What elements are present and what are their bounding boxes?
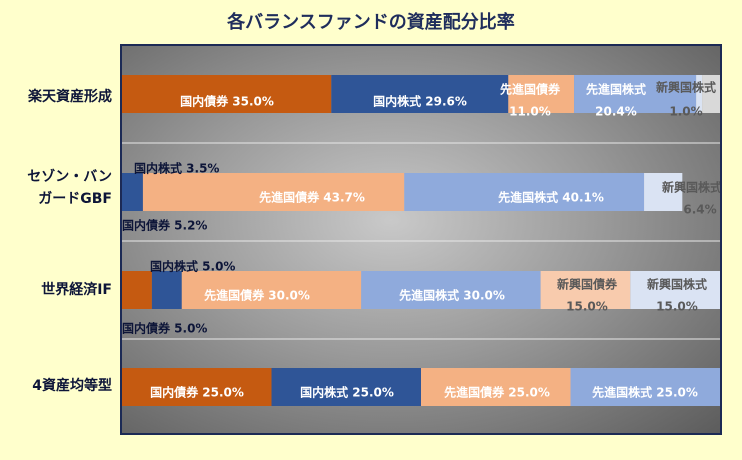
data-label: 先進国株式 [586, 82, 646, 97]
category-label-sekai: 世界経済IF [0, 279, 112, 301]
bar-segment [508, 75, 575, 113]
data-label: 新興国債券 [557, 277, 618, 292]
data-label: 新興国株式 [656, 80, 716, 95]
data-label: 6.4% [683, 203, 716, 217]
category-label-line: 世界経済IF [41, 282, 112, 298]
bar-segment [421, 368, 571, 406]
bar-segment [142, 173, 405, 211]
data-label: 国内債券 5.2% [122, 218, 207, 233]
category-label-rakuten: 楽天資産形成 [0, 86, 112, 108]
data-label: 1.0% [669, 105, 702, 119]
bar-segment [696, 75, 703, 113]
bar-segment [574, 75, 697, 113]
data-label: 国内債券 35.0% [180, 94, 274, 109]
data-label: 国内債券 5.0% [122, 321, 207, 336]
bar-segment [122, 173, 143, 211]
bar-segment [122, 75, 332, 113]
chart-title: 各バランスファンドの資産配分比率 [227, 12, 515, 33]
data-label: 先進国債券 [500, 82, 561, 97]
category-label-line: 楽天資産形成 [28, 89, 112, 105]
data-label: 国内株式 3.5% [134, 161, 219, 176]
data-label: 先進国債券 25.0% [444, 385, 550, 400]
bar-segment [570, 368, 720, 406]
data-label: 15.0% [566, 300, 608, 314]
data-label: 先進国株式 30.0% [399, 288, 505, 303]
bar-segment [331, 75, 509, 113]
bar-segment [181, 271, 362, 309]
data-label: 国内債券 25.0% [150, 385, 244, 400]
category-label-line: ガードGBF [38, 191, 112, 207]
category-label-line: セゾン・バン [27, 169, 112, 185]
bar-segment-residual [702, 75, 720, 113]
category-label-4shisan: 4資産均等型 [0, 375, 112, 397]
data-label: 国内株式 29.6% [373, 94, 467, 109]
bar-segment [630, 271, 720, 309]
plot-area: 国内債券 35.0% 国内株式 29.6% 先進国債券 11.0% 先進国株式 20.4%… [120, 44, 722, 435]
data-label: 先進国株式 25.0% [592, 385, 698, 400]
data-label: 20.4% [595, 105, 637, 119]
bar-segment [122, 271, 152, 309]
data-label: 11.0% [509, 105, 551, 119]
data-label: 先進国株式 40.1% [498, 190, 604, 205]
bar-segment [540, 271, 631, 309]
data-label: 国内株式 5.0% [150, 259, 235, 274]
category-label-saison: セゾン・バン ガードGBF [0, 166, 112, 210]
bar-segment [271, 368, 421, 406]
chart-svg: 国内債券 35.0% 国内株式 29.6% 先進国債券 11.0% 先進国株式 20.4%… [122, 75, 720, 406]
data-label: 先進国債券 30.0% [204, 288, 310, 303]
bar-segment [122, 368, 272, 406]
data-label: 新興国株式 [662, 180, 720, 195]
bar-segment [404, 173, 645, 211]
bar-segment [361, 271, 541, 309]
data-label: 国内株式 25.0% [300, 385, 394, 400]
bar-segment [151, 271, 182, 309]
data-label: 新興国株式 [647, 277, 707, 292]
data-label: 先進国債券 43.7% [259, 190, 365, 205]
bar-segment [644, 173, 683, 211]
data-label: 15.0% [656, 300, 698, 314]
category-label-line: 4資産均等型 [32, 378, 112, 394]
